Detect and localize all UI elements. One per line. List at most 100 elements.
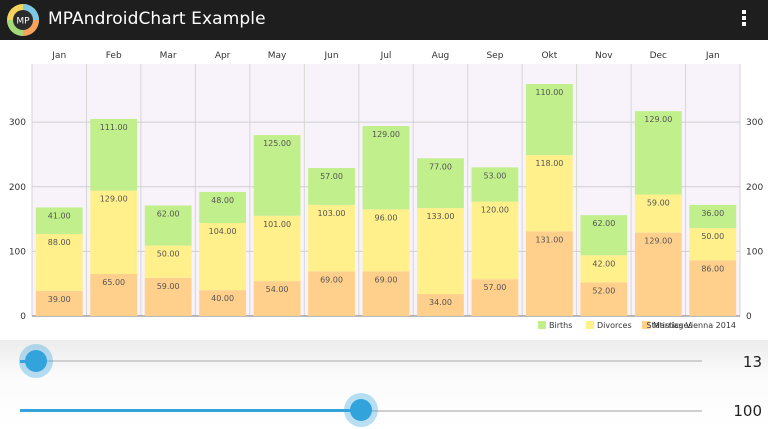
slider-thumb-y[interactable] xyxy=(350,399,372,421)
bar-marriages xyxy=(253,281,301,316)
value-label-births: 36.00 xyxy=(701,209,724,218)
value-label-divorces: 129.00 xyxy=(100,195,128,204)
x-tick-label: Nov xyxy=(595,51,613,61)
x-tick-label: Jan xyxy=(51,51,66,61)
x-tick-label: Sep xyxy=(486,51,503,61)
y-tick-label-left: 0 xyxy=(20,312,26,322)
legend-swatch-births xyxy=(538,321,546,329)
app-logo-icon: MP xyxy=(7,4,39,36)
bar-divorces xyxy=(253,215,301,282)
value-label-divorces: 101.00 xyxy=(263,220,291,229)
value-label-births: 111.00 xyxy=(100,123,128,132)
value-label-marriages: 39.00 xyxy=(48,295,71,304)
overflow-menu-icon[interactable] xyxy=(736,8,752,32)
value-label-marriages: 59.00 xyxy=(157,282,180,291)
x-tick-label: Jun xyxy=(324,51,339,61)
bar-divorces xyxy=(580,255,628,283)
x-tick-label: Feb xyxy=(106,51,122,61)
value-label-births: 53.00 xyxy=(483,171,506,180)
bar-births xyxy=(362,126,410,210)
value-label-divorces: 118.00 xyxy=(535,159,563,168)
bar-divorces xyxy=(90,190,138,274)
bar-divorces xyxy=(362,209,410,272)
value-label-marriages: 131.00 xyxy=(535,235,563,244)
bar-divorces xyxy=(144,245,192,278)
value-label-marriages: 86.00 xyxy=(701,264,724,273)
value-label-births: 62.00 xyxy=(592,219,615,228)
y-tick-label-right: 0 xyxy=(746,312,752,322)
slider-track-x[interactable] xyxy=(20,360,702,362)
slider-fill-y xyxy=(20,409,361,412)
y-tick-label-left: 100 xyxy=(9,247,26,257)
bar-marriages xyxy=(580,282,628,316)
value-label-divorces: 103.00 xyxy=(318,209,346,218)
bar-births xyxy=(35,207,83,234)
value-label-divorces: 96.00 xyxy=(375,213,398,222)
slider-value-x: 13 xyxy=(742,353,762,371)
slider-thumb-x[interactable] xyxy=(25,350,47,372)
bar-marriages xyxy=(471,279,519,316)
x-tick-label: Mar xyxy=(160,51,177,61)
y-tick-label-left: 300 xyxy=(9,118,26,128)
bar-marriages xyxy=(35,290,83,316)
value-label-marriages: 34.00 xyxy=(429,298,452,307)
x-tick-label: Okt xyxy=(541,51,557,61)
y-tick-label-right: 300 xyxy=(746,118,763,128)
value-label-marriages: 57.00 xyxy=(483,283,506,292)
value-label-divorces: 59.00 xyxy=(647,199,670,208)
value-label-births: 129.00 xyxy=(644,115,672,124)
legend-label-divorces: Divorces xyxy=(597,321,632,330)
bar-births xyxy=(417,158,464,209)
bar-births xyxy=(308,168,355,205)
bar-marriages xyxy=(308,271,355,316)
bar-births xyxy=(525,84,573,156)
y-tick-label-left: 200 xyxy=(9,183,26,193)
value-label-marriages: 129.00 xyxy=(644,237,672,246)
legend-swatch-divorces xyxy=(586,321,594,329)
slider-value-y: 100 xyxy=(733,402,762,420)
x-tick-label: Jul xyxy=(380,51,392,61)
bar-divorces xyxy=(35,233,83,291)
value-label-marriages: 69.00 xyxy=(375,275,398,284)
bar-births xyxy=(634,111,682,195)
bar-births xyxy=(199,191,247,223)
bar-divorces xyxy=(199,222,247,291)
controls-panel: 13 100 xyxy=(0,340,768,429)
value-label-marriages: 69.00 xyxy=(320,275,343,284)
bar-divorces xyxy=(689,228,737,261)
bar-marriages xyxy=(634,232,682,316)
legend-label-births: Births xyxy=(549,321,572,330)
bar-marriages xyxy=(90,274,138,316)
bar-births xyxy=(471,167,519,202)
bar-births xyxy=(580,215,628,256)
bar-marriages xyxy=(417,294,464,316)
app-title: MPAndroidChart Example xyxy=(48,9,266,29)
value-label-births: 129.00 xyxy=(372,130,400,139)
value-label-divorces: 50.00 xyxy=(157,250,180,259)
value-label-births: 57.00 xyxy=(320,172,343,181)
value-label-births: 125.00 xyxy=(263,139,291,148)
x-tick-label: Aug xyxy=(432,51,450,61)
bar-marriages xyxy=(199,290,247,316)
legend-swatch-marriages xyxy=(642,321,650,329)
bar-divorces xyxy=(525,155,573,232)
legend-label-marriages: Marriages xyxy=(653,321,693,330)
app-bar: MP MPAndroidChart Example xyxy=(0,0,768,40)
x-tick-label: Dec xyxy=(650,51,667,61)
y-tick-label-right: 200 xyxy=(746,183,763,193)
value-label-marriages: 40.00 xyxy=(211,294,234,303)
value-label-divorces: 120.00 xyxy=(481,206,509,215)
bar-marriages xyxy=(362,271,410,316)
bar-divorces xyxy=(417,208,464,295)
x-tick-label: Jan xyxy=(705,51,720,61)
value-label-divorces: 42.00 xyxy=(592,259,615,268)
bar-marriages xyxy=(144,277,192,316)
value-label-births: 41.00 xyxy=(48,211,71,220)
value-label-marriages: 52.00 xyxy=(592,286,615,295)
bar-births xyxy=(90,118,138,191)
value-label-marriages: 65.00 xyxy=(102,278,125,287)
stacked-bar-chart[interactable]: 0 0 100 100 200 200 300 300 Jan 39.00 88.00 41.00 Fe… xyxy=(0,40,768,340)
bar-divorces xyxy=(471,201,519,280)
bar-marriages xyxy=(689,260,737,316)
bar-marriages xyxy=(525,231,573,316)
